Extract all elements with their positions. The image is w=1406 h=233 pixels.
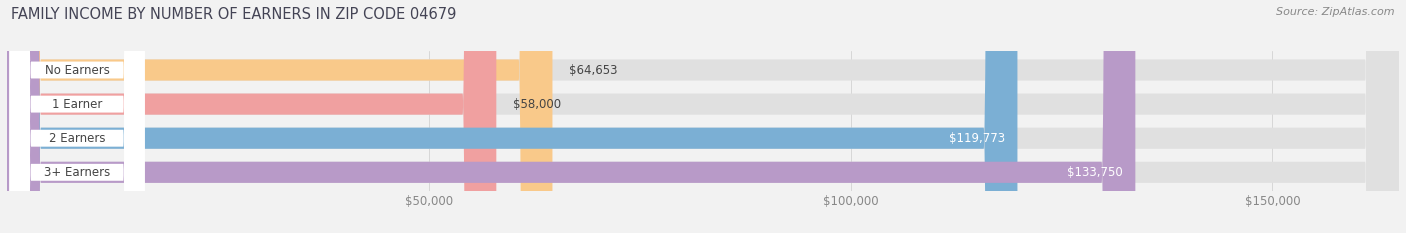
FancyBboxPatch shape [7,0,553,233]
FancyBboxPatch shape [7,0,496,233]
Text: 1 Earner: 1 Earner [52,98,103,111]
FancyBboxPatch shape [10,0,145,233]
Text: 3+ Earners: 3+ Earners [44,166,110,179]
Text: $58,000: $58,000 [513,98,561,111]
Text: $133,750: $133,750 [1067,166,1123,179]
FancyBboxPatch shape [7,0,1136,233]
FancyBboxPatch shape [7,0,1399,233]
Text: 2 Earners: 2 Earners [49,132,105,145]
FancyBboxPatch shape [7,0,1399,233]
Text: No Earners: No Earners [45,64,110,76]
Text: Source: ZipAtlas.com: Source: ZipAtlas.com [1277,7,1395,17]
Text: FAMILY INCOME BY NUMBER OF EARNERS IN ZIP CODE 04679: FAMILY INCOME BY NUMBER OF EARNERS IN ZI… [11,7,457,22]
FancyBboxPatch shape [10,0,145,233]
FancyBboxPatch shape [7,0,1018,233]
FancyBboxPatch shape [7,0,1399,233]
FancyBboxPatch shape [10,0,145,233]
Text: $64,653: $64,653 [569,64,617,76]
FancyBboxPatch shape [10,0,145,233]
FancyBboxPatch shape [7,0,1399,233]
Text: $119,773: $119,773 [949,132,1005,145]
